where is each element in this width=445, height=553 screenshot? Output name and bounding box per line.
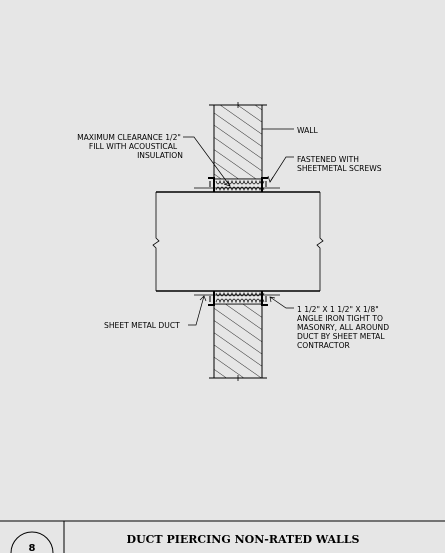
- max-clearance-label-2: FILL WITH ACOUSTICAL: [89, 142, 178, 151]
- fastened-label-2: SHEETMETAL SCREWS: [297, 164, 382, 173]
- max-clearance-label-3: INSULATION: [137, 151, 183, 160]
- wall-lower: [209, 303, 267, 381]
- title-block: 8 DUCT PIERCING NON-RATED WALLS: [0, 520, 445, 553]
- leader-lines: [183, 128, 294, 326]
- angle-iron-lower: [208, 291, 268, 306]
- angle-iron-label-1: 1 1/2" X 1 1/2" X 1/8": [297, 305, 379, 314]
- sheet-metal-duct-label: SHEET METAL DUCT: [104, 321, 180, 330]
- wall-upper: [209, 102, 267, 180]
- fastened-label-1: FASTENED WITH: [297, 155, 359, 164]
- detail-number: 8: [29, 543, 36, 553]
- max-clearance-label-1: MAXIMUM CLEARANCE 1/2": [77, 133, 181, 142]
- angle-iron-label-5: CONTRACTOR: [297, 341, 351, 350]
- sheet-metal-duct: [152, 187, 324, 296]
- angle-iron-label-4: DUCT BY SHEET METAL: [297, 332, 385, 341]
- drawing-title: DUCT PIERCING NON-RATED WALLS: [127, 533, 360, 546]
- angle-iron-upper: [208, 177, 268, 192]
- detail-number-bubble: [10, 531, 54, 553]
- insulation-lower: [213, 290, 265, 305]
- wall-label: WALL: [297, 126, 319, 135]
- insulation-upper: [213, 178, 265, 193]
- angle-iron-label-2: ANGLE IRON TIGHT TO: [297, 314, 383, 323]
- angle-iron-label-3: MASONRY, ALL AROUND: [297, 323, 389, 332]
